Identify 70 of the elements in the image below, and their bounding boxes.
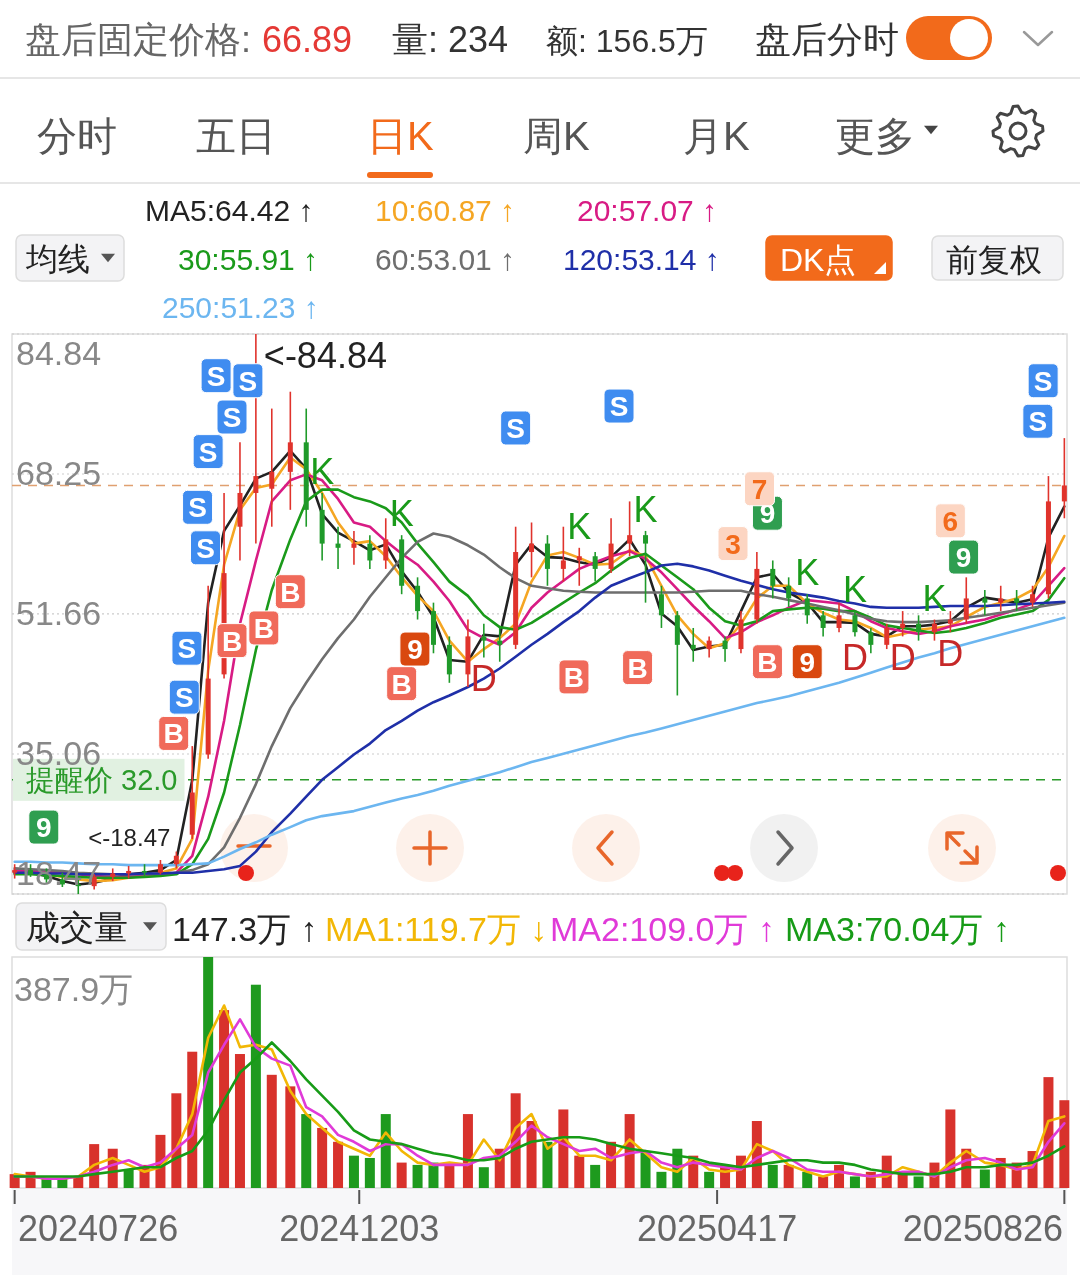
text: 额: 156.5万 bbox=[546, 23, 708, 59]
text: 20:57.07 ↑ bbox=[577, 194, 718, 227]
text: 盘后分时 bbox=[755, 19, 899, 60]
text: MA1:119.7万 ↓ bbox=[325, 910, 548, 948]
x-tick-label: 20240726 bbox=[18, 1208, 179, 1249]
annotation: S bbox=[506, 412, 525, 444]
text: 周K bbox=[523, 114, 590, 158]
annotation: K bbox=[389, 493, 414, 535]
annotation: B bbox=[163, 718, 184, 750]
text: 30:55.91 ↑ bbox=[178, 243, 319, 276]
annotation: 387.9万 bbox=[14, 970, 134, 1008]
text: 前复权 bbox=[946, 242, 1042, 278]
annotation: S bbox=[188, 492, 207, 524]
x-tick-label: 20241203 bbox=[279, 1208, 440, 1249]
text: MA2:109.0万 ↑ bbox=[550, 910, 775, 948]
text: 147.3万 ↑ bbox=[172, 910, 318, 948]
text: 月K bbox=[683, 114, 750, 158]
y-tick-label: 68.25 bbox=[16, 453, 102, 492]
text: 60:53.01 ↑ bbox=[375, 243, 516, 276]
annotation: S bbox=[198, 436, 218, 468]
annotation: K bbox=[842, 569, 867, 611]
y-tick-label: 18.47 bbox=[16, 854, 102, 892]
text: 120:53.14 ↑ bbox=[563, 243, 720, 276]
y-tick-label: 51.66 bbox=[16, 593, 102, 632]
annotation: K bbox=[310, 450, 335, 492]
annotation: B bbox=[253, 612, 274, 644]
annotation: S bbox=[196, 532, 215, 564]
annotation: <-18.47 bbox=[88, 824, 171, 851]
text: 五日 bbox=[196, 114, 276, 158]
annotation: S bbox=[1033, 365, 1053, 397]
annotation: D bbox=[841, 637, 868, 679]
annotation: 9 bbox=[36, 812, 52, 844]
annotation: 9 bbox=[955, 542, 972, 574]
chart-title: 均线 bbox=[25, 240, 90, 277]
annotation: <-84.84 bbox=[263, 335, 387, 376]
y-tick-label: 84.84 bbox=[16, 334, 102, 372]
annotation: B bbox=[391, 668, 412, 700]
text: MA3:70.04万 ↑ bbox=[785, 910, 1010, 948]
text: 盘后固定价格: bbox=[25, 19, 252, 60]
text: 日K bbox=[367, 114, 434, 158]
annotation: 6 bbox=[942, 505, 959, 537]
chart-title: 成交量 bbox=[26, 907, 128, 946]
annotation: S bbox=[238, 365, 258, 397]
text: 10:60.87 ↑ bbox=[375, 194, 516, 227]
annotation: S bbox=[206, 360, 226, 392]
x-tick-label: 20250826 bbox=[902, 1208, 1063, 1249]
text: MA5:64.42 ↑ bbox=[145, 194, 314, 227]
annotation: B bbox=[757, 646, 778, 678]
annotation: K bbox=[633, 488, 658, 530]
text: 250:51.23 ↑ bbox=[162, 291, 319, 324]
annotation: 9 bbox=[799, 646, 816, 678]
text: DK点 bbox=[780, 242, 857, 278]
annotation: S bbox=[177, 633, 197, 665]
annotation: B bbox=[280, 576, 301, 608]
text: 分时 bbox=[37, 114, 117, 158]
text: 更多 bbox=[835, 114, 915, 158]
annotation: K bbox=[567, 505, 592, 547]
annotation: 9 bbox=[407, 634, 423, 666]
annotation: B bbox=[221, 625, 243, 657]
annotation: S bbox=[609, 391, 629, 423]
text: 量: 234 bbox=[392, 19, 509, 60]
text: 66.89 bbox=[262, 19, 353, 60]
annotation: B bbox=[563, 661, 585, 693]
annotation: K bbox=[795, 552, 820, 594]
annotation: S bbox=[174, 682, 194, 714]
x-tick-label: 20250417 bbox=[637, 1208, 798, 1249]
annotation: B bbox=[627, 652, 648, 684]
annotation: 3 bbox=[725, 528, 741, 560]
annotation: S bbox=[222, 402, 242, 434]
annotation: S bbox=[1028, 406, 1048, 438]
